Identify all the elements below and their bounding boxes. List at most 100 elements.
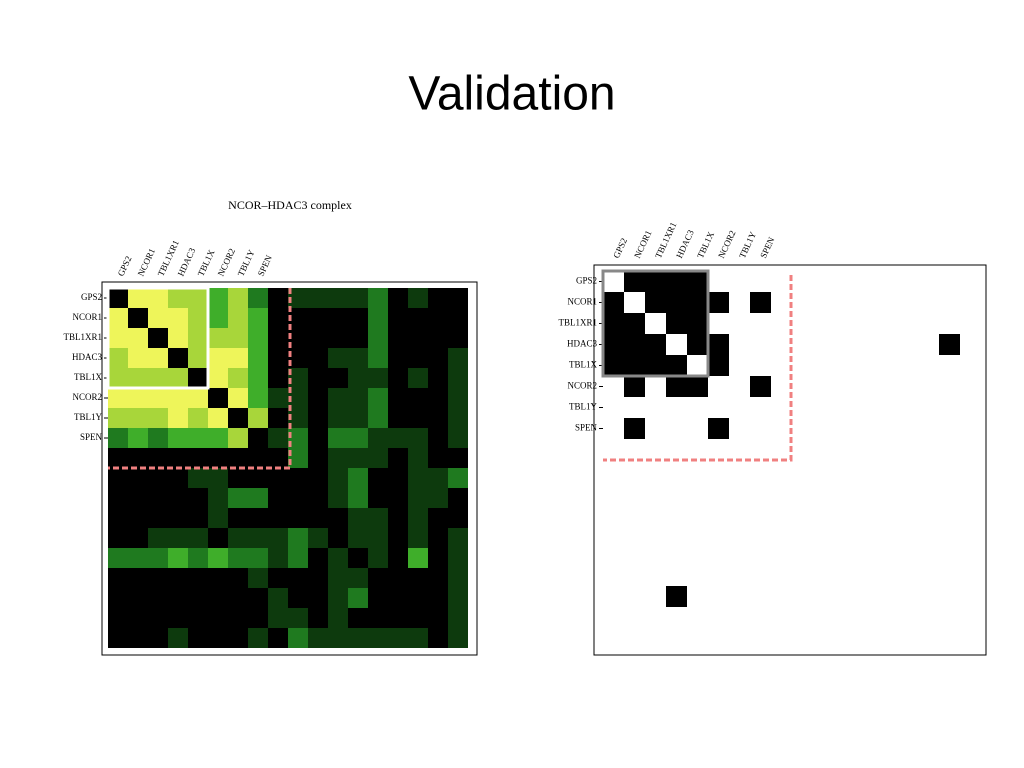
heat-cell: [368, 368, 388, 388]
heat-cell: [208, 288, 228, 308]
heat-cell: [148, 528, 168, 548]
heat-cell: [328, 288, 348, 308]
heat-cell: [368, 388, 388, 408]
heat-cell: [288, 408, 308, 428]
heat-cell: [168, 488, 188, 508]
heat-cell: [328, 568, 348, 588]
heat-cell: [348, 628, 368, 648]
column-label: NCOR2: [216, 247, 238, 278]
heat-cell: [228, 448, 248, 468]
row-label: NCOR2: [567, 381, 597, 391]
heat-cell: [428, 548, 448, 568]
heat-cell: [248, 468, 268, 488]
heat-cell: [228, 368, 248, 388]
complex-boundary: [108, 288, 292, 470]
heat-cell: [408, 508, 428, 528]
heat-cell: [308, 448, 328, 468]
heat-cell: [408, 608, 428, 628]
heat-cell: [268, 568, 288, 588]
heat-cell: [428, 368, 448, 388]
heat-cell: [408, 568, 428, 588]
heat-cell: [428, 308, 448, 328]
heat-cell: [408, 488, 428, 508]
heat-cell: [228, 328, 248, 348]
heat-cell: [228, 468, 248, 488]
heat-cell: [348, 588, 368, 608]
black-cell: [645, 292, 666, 313]
black-cell: [666, 271, 687, 292]
heat-cell: [268, 488, 288, 508]
heat-cell: [308, 488, 328, 508]
heat-cell: [228, 528, 248, 548]
heat-cell: [188, 508, 208, 528]
heat-cell: [368, 328, 388, 348]
heat-cell: [448, 608, 468, 628]
row-label: TBL1X: [569, 360, 597, 370]
heat-cell: [448, 548, 468, 568]
heat-cell: [348, 488, 368, 508]
heat-cell: [288, 488, 308, 508]
heat-cell: [108, 528, 128, 548]
row-label: HDAC3: [72, 352, 103, 362]
heat-cell: [428, 328, 448, 348]
heat-cell: [348, 348, 368, 368]
heat-cell: [128, 448, 148, 468]
heat-cell: [328, 428, 348, 448]
heat-cell: [448, 488, 468, 508]
heat-cell: [248, 528, 268, 548]
heat-cell: [228, 588, 248, 608]
complex-boundary: [603, 275, 793, 462]
heat-cell: [168, 368, 188, 388]
heat-cell: [428, 628, 448, 648]
heat-cell: [268, 428, 288, 448]
heat-cell: [328, 488, 348, 508]
heat-cell: [448, 308, 468, 328]
heat-cell: [288, 468, 308, 488]
black-cell: [666, 355, 687, 376]
heat-cell: [108, 448, 128, 468]
row-label: SPEN: [80, 432, 103, 442]
heat-cell: [308, 508, 328, 528]
heat-cell: [208, 568, 228, 588]
row-label: TBL1X: [74, 372, 102, 382]
heat-cell: [288, 368, 308, 388]
black-cell: [624, 271, 645, 292]
heat-cell: [268, 628, 288, 648]
heat-cell: [448, 408, 468, 428]
heat-cell: [328, 408, 348, 428]
heat-cell: [128, 388, 148, 408]
heat-cell: [448, 508, 468, 528]
heat-cell: [368, 428, 388, 448]
heat-cell: [388, 448, 408, 468]
heat-cell: [388, 328, 408, 348]
heat-cell: [288, 548, 308, 568]
heat-cell: [248, 508, 268, 528]
black-cell: [666, 376, 687, 397]
right-frame: [593, 264, 987, 656]
heat-cell: [168, 328, 188, 348]
heat-cell: [168, 508, 188, 528]
heat-cell: [308, 328, 328, 348]
heat-cell: [448, 328, 468, 348]
heat-cell: [428, 588, 448, 608]
black-cell: [687, 376, 708, 397]
heat-cell: [408, 368, 428, 388]
heat-cell: [348, 508, 368, 528]
heat-cell: [388, 388, 408, 408]
heat-cell: [228, 568, 248, 588]
heat-cell: [288, 348, 308, 368]
heat-cell: [228, 548, 248, 568]
heat-cell: [408, 588, 428, 608]
heat-cell: [208, 388, 228, 408]
black-cell: [624, 418, 645, 439]
heat-cell: [428, 488, 448, 508]
heat-cell: [328, 508, 348, 528]
heat-cell: [148, 548, 168, 568]
heat-cell: [308, 288, 328, 308]
heat-cell: [248, 628, 268, 648]
heat-cell: [408, 408, 428, 428]
heat-cell: [348, 428, 368, 448]
heat-cell: [268, 288, 288, 308]
heat-cell: [128, 308, 148, 328]
heat-cell: [268, 608, 288, 628]
